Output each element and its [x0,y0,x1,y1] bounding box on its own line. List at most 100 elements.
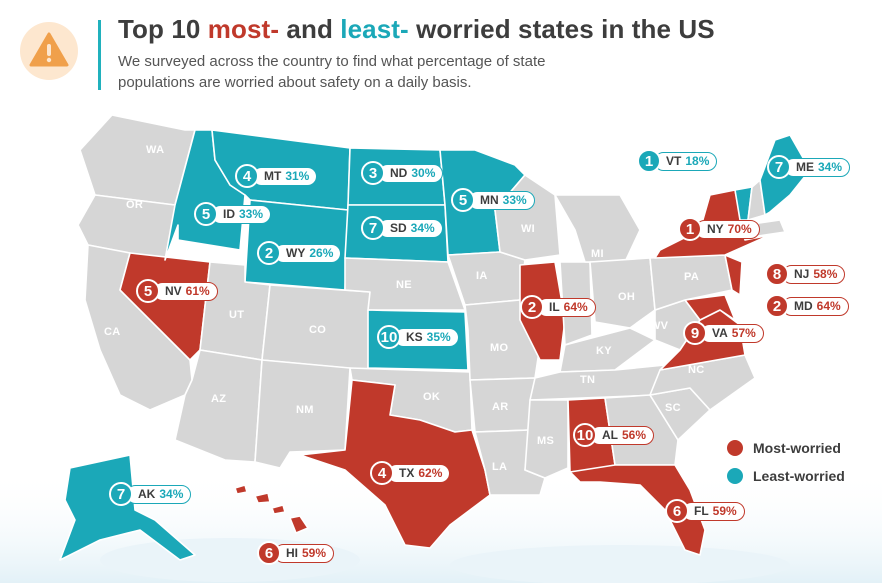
tag-pill: NY 70% [695,219,760,239]
percent-value: 30% [411,166,436,180]
header: Top 10 most- and least- worried states i… [0,0,882,100]
tag-NJ: 8 NJ 58% [765,262,846,286]
state-label-MI: MI [591,248,604,260]
state-label-SC: SC [665,402,681,414]
rank-badge: 5 [194,202,218,226]
rank-badge: 7 [361,216,385,240]
state-label-WI: WI [521,223,536,235]
tag-MD: 2 MD 64% [765,294,849,318]
state-abbr: VA [712,326,728,340]
tag-HI: 6 HI 59% [257,541,335,565]
tag-pill: IL 64% [537,297,596,317]
percent-value: 33% [239,207,264,221]
state-abbr: KS [406,330,423,344]
state-label-KY: KY [596,345,612,357]
tag-pill: MN 33% [468,190,535,210]
state-label-UT: UT [229,309,245,321]
tag-VA: 9 VA 57% [683,321,764,345]
accent-bar [98,20,101,90]
state-abbr: AL [602,428,618,442]
tag-pill: NJ 58% [782,264,846,284]
tag-pill: TX 62% [387,463,451,483]
tag-ME: 7 ME 34% [767,155,851,179]
state-HI-island-1 [234,484,248,495]
state-label-PA: PA [684,271,700,283]
tag-WY: 2 WY 26% [257,241,342,265]
percent-value: 58% [813,267,838,281]
tag-VT: 1 VT 18% [637,149,718,173]
state-label-TN: TN [580,374,596,386]
legend-item-least: Least-worried [727,462,845,490]
rank-badge: 5 [136,279,160,303]
state-abbr: ND [390,166,408,180]
tag-pill: VT 18% [654,151,718,171]
title-least: least- [340,14,409,44]
tag-pill: VA 57% [700,323,764,343]
state-label-WV: WV [650,320,669,332]
rank-badge: 7 [109,482,133,506]
tag-MN: 5 MN 33% [451,188,535,212]
state-NJ [724,254,743,296]
legend-item-most: Most-worried [727,434,845,462]
percent-value: 34% [410,221,435,235]
tag-AL: 10 AL 56% [573,423,655,447]
state-abbr: NJ [794,267,810,281]
state-abbr: NV [165,284,182,298]
tag-pill: SD 34% [378,218,443,238]
tag-MT: 4 MT 31% [235,164,318,188]
tag-pill: FL 59% [682,501,745,521]
state-abbr: ME [796,160,814,174]
state-label-MO: MO [490,342,509,354]
state-abbr: MD [794,299,813,313]
cloud-shape [450,545,790,583]
tag-pill: MD 64% [782,296,849,316]
rank-badge: 5 [451,188,475,212]
state-label-AZ: AZ [211,393,227,405]
tag-TX: 4 TX 62% [370,461,451,485]
state-label-OR: OR [126,199,144,211]
tag-pill: MT 31% [252,166,318,186]
state-abbr: MT [264,169,282,183]
percent-value: 61% [185,284,210,298]
tag-pill: ND 30% [378,163,444,183]
rank-badge: 2 [520,295,544,319]
tag-ID: 5 ID 33% [194,202,272,226]
tag-KS: 10 KS 35% [377,325,459,349]
rank-badge: 9 [683,321,707,345]
tag-NY: 1 NY 70% [678,217,760,241]
state-KY [559,327,656,373]
state-abbr: SD [390,221,407,235]
state-HI-island-2 [254,492,271,504]
legend-label-most: Most-worried [753,440,841,456]
state-abbr: HI [286,546,298,560]
percent-value: 59% [712,504,737,518]
rank-badge: 2 [257,241,281,265]
rank-badge: 4 [370,461,394,485]
state-HI-island-3 [271,504,286,515]
percent-value: 35% [426,330,451,344]
page-subtitle: We surveyed across the country to find w… [118,53,546,91]
tag-pill: WY 26% [274,243,342,263]
tag-AK: 7 AK 34% [109,482,192,506]
state-abbr: TX [399,466,415,480]
percent-value: 33% [502,193,527,207]
state-abbr: IL [549,300,560,314]
percent-value: 59% [302,546,327,560]
legend: Most-worried Least-worried [727,434,845,490]
state-abbr: AK [138,487,156,501]
state-label-IA: IA [476,270,488,282]
rank-badge: 3 [361,161,385,185]
tag-IL: 2 IL 64% [520,295,596,319]
tag-SD: 7 SD 34% [361,216,443,240]
state-label-MS: MS [537,435,555,447]
rank-badge: 1 [678,217,702,241]
state-MS [524,399,569,479]
percent-value: 64% [563,300,588,314]
page-title: Top 10 most- and least- worried states i… [118,14,715,45]
tag-pill: AL 56% [590,425,655,445]
state-label-WA: WA [146,144,165,156]
tag-pill: AK 34% [126,484,192,504]
percent-value: 56% [622,428,647,442]
state-WA [79,114,196,206]
state-abbr: FL [694,504,709,518]
